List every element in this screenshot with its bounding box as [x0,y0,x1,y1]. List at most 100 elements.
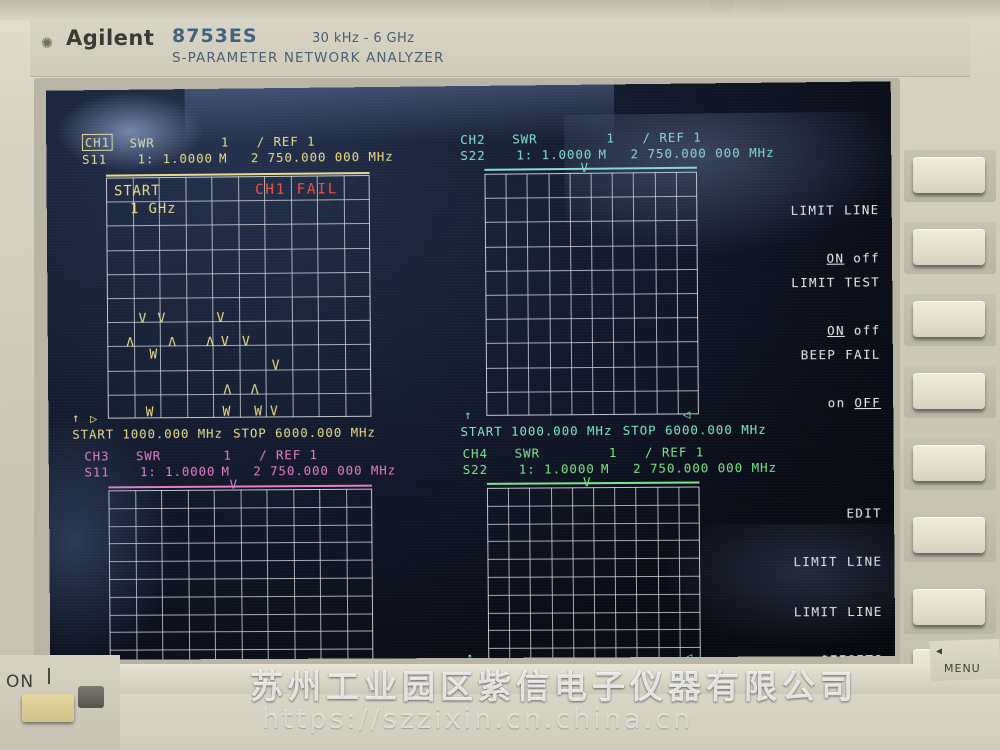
ch4-scale: 1 [608,444,618,461]
softkey-button-limit-line[interactable] [913,157,985,193]
softkey-beep-fail-title: BEEP FAIL [800,346,881,363]
softkey-beep-fail-on[interactable]: on [827,395,846,411]
instrument-subtitle: S-PARAMETER NETWORK ANALYZER [172,50,445,66]
ch1-reference-arrow-icon: ↑ [72,410,81,425]
ch2-axis-stop: STOP 6000.000 MHz [622,421,767,438]
ch2-ref: / REF 1 [642,129,702,146]
trace-marker: V [157,311,166,327]
frequency-range-label: 30 kHz - 6 GHz [312,31,415,46]
ch1-sparam: S11 [81,151,108,167]
model-number: 8753ES [172,25,258,47]
crt-glare-top [184,84,615,151]
softkey-edit-title: EDIT [846,505,883,521]
ch4-plot[interactable]: V [486,474,701,660]
brand-bar [30,20,970,77]
ch1-axis-stop: STOP 6000.000 MHz [233,424,376,441]
trace-marker: Λ [206,334,215,350]
ch4-format: SWR [514,445,541,461]
softkey-slot-3 [904,294,996,346]
trace-marker: Λ [126,335,135,351]
ch2-axis-start: START 1000.000 MHz [460,422,613,440]
crt-display: CH1 SWR 1 / REF 1 S11 1: 1.0000 M 2 750.… [45,81,896,660]
softkey-button-beep-fail[interactable] [913,301,985,337]
trace-marker: W [149,347,158,363]
softkey-slot-7 [904,582,996,634]
trace-marker: V [220,334,229,350]
ch3-grid-border [108,488,374,660]
power-rocker-switch[interactable] [78,686,104,708]
softkey-button-4[interactable] [913,373,985,409]
softkey-limit-test-title: LIMIT TEST [791,274,881,291]
ch4-grid-border [486,486,701,660]
top-knob-left [710,0,734,16]
ch2-label: CH2 [460,131,486,148]
ch1-axis-start: START 1000.000 MHz [72,425,223,442]
softkey-slot-2 [904,222,996,274]
softkey-button-limit-line-offsets[interactable] [913,589,985,625]
ch1-marker-value: 1: 1.0000 [137,150,213,167]
softkey-button-column [904,150,1000,694]
ch4-ref: / REF 1 [644,444,705,460]
softkey-slot-5 [904,438,996,490]
trace-marker: V [271,358,280,374]
ch1-fail-indicator: CH1 FAIL [255,181,339,199]
softkey-slot-1 [904,150,996,202]
ch1-ref: / REF 1 [256,133,316,150]
softkey-button-edit-limit-line[interactable] [913,445,985,481]
softkey-label-beep-fail[interactable]: BEEP FAIL on OFF [800,315,882,444]
bottom-chassis-strip [0,694,1000,750]
ch3-scale: 1 [223,447,232,463]
softkey-slot-4 [904,366,996,418]
ch3-marker-value: 1: 1.0000 [139,463,216,480]
ch3-limit-marker-icon: V [229,476,238,492]
ch2-plot[interactable]: V [484,160,699,416]
ch3-limit-line [108,484,373,489]
trace-marker: Λ [223,382,232,398]
brand-name: Agilent [66,26,155,50]
softkey-button-limit-test[interactable] [913,229,985,265]
softkey-button-6[interactable] [913,517,985,553]
power-button[interactable] [22,694,74,722]
ch1-start-label: START [113,183,161,200]
power-tick-mark [48,668,50,684]
ch3-format: SWR [135,448,162,464]
ch4-sparam: S22 [462,461,489,478]
trace-marker: W [145,405,154,421]
ch2-limit-line [484,166,697,171]
ch1-marker-unit: M [218,150,228,166]
agilent-spark-icon: ✺ [41,31,53,53]
softkey-beep-fail-off[interactable]: OFF [854,394,882,411]
ch2-marker-unit: M [598,146,607,162]
ch1-marker-pointer-icon: ▷ [89,410,99,426]
power-on-label: ON [6,672,35,692]
ch2-marker-pointer-icon: ◁ [682,406,692,422]
ch2-format: SWR [512,131,538,147]
ch3-ref: / REF 1 [259,447,318,463]
menu-key-label: MENU [944,662,981,675]
softkey-beep-fail-state: on OFF [801,394,882,412]
trace-marker: V [138,311,147,327]
softkey-limit-line-title: LIMIT LINE [790,202,880,218]
ch1-scale: 1 [220,134,230,150]
trace-marker: V [216,310,225,326]
ch2-reference-arrow-icon: ↑ [464,407,473,423]
ch2-scale: 1 [606,130,615,146]
ch2-marker-frequency: 2 750.000 000 MHz [630,144,775,162]
chassis-top-shade [0,0,1000,20]
ch3-sparam: S11 [84,464,110,480]
softkey-slot-6 [904,510,996,562]
ch4-limit-line [486,481,700,485]
ch4-marker-unit: M [600,461,610,477]
trace-marker: Λ [168,335,177,351]
ch4-marker-frequency: 2 750.000 000 MHz [632,459,778,476]
menu-left-arrow-icon: ◀ [936,646,943,657]
bottom-bezel-strip [120,664,1000,694]
ch2-limit-marker-icon: V [580,159,590,175]
ch3-plot[interactable]: V [108,477,374,660]
trace-marker: Λ [250,382,259,398]
ch3-label: CH3 [84,448,110,464]
softkey-offsets-title: LIMIT LINE [793,603,883,620]
ch4-limit-marker-icon: V [582,474,592,490]
